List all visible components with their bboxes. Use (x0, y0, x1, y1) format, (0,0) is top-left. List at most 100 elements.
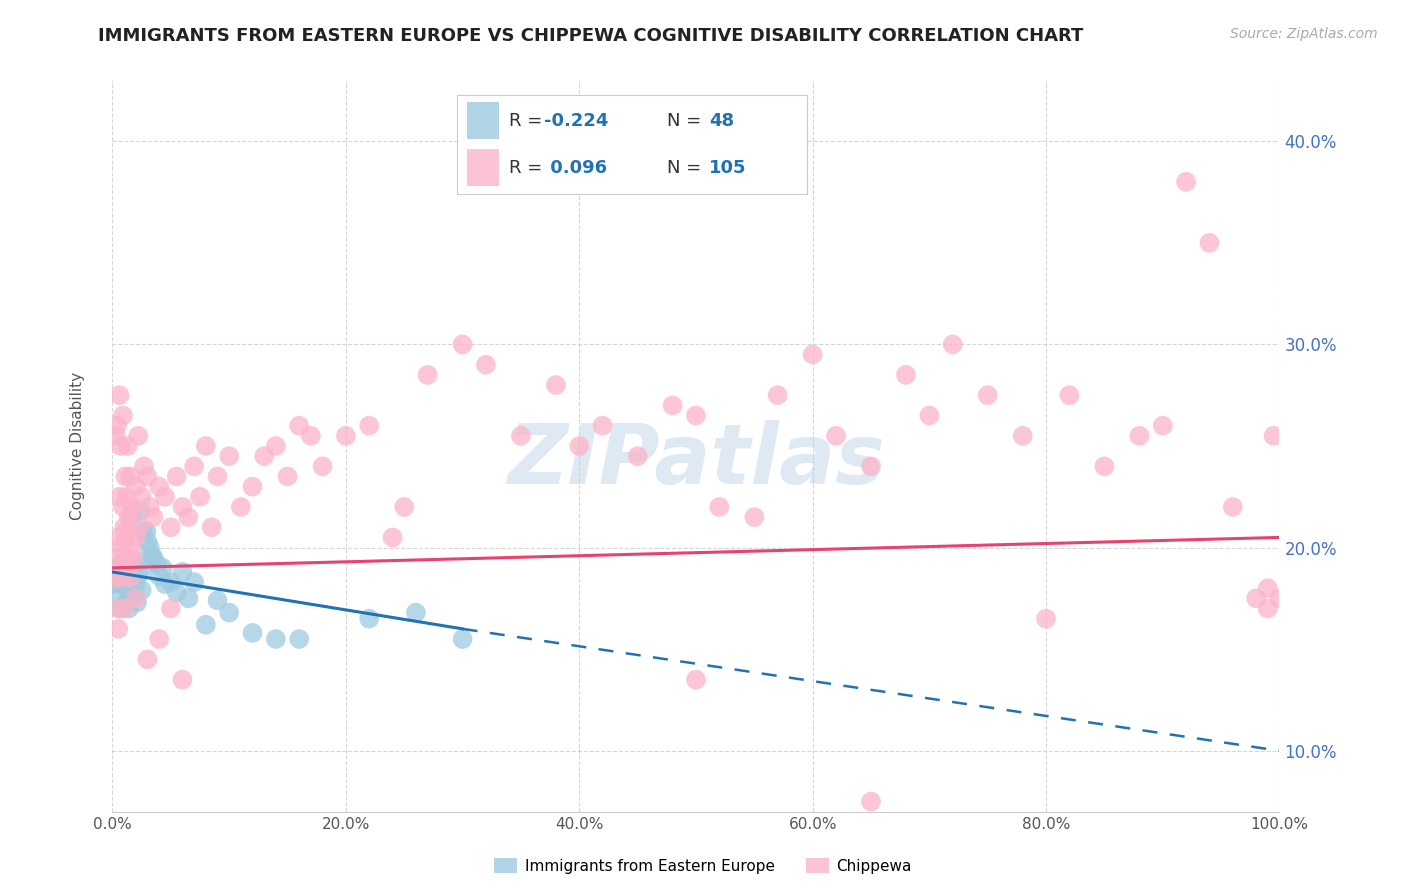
Point (160, 520, 183, 534)
Point (118, 601, 141, 615)
Point (194, 439, 217, 453)
Point (1011, 429, 1033, 443)
Point (107, 601, 129, 615)
Point (104, 571, 127, 585)
Point (142, 510, 165, 524)
Text: Source: ZipAtlas.com: Source: ZipAtlas.com (1230, 27, 1378, 41)
Point (114, 561, 136, 575)
Point (136, 534, 159, 549)
Point (894, 368, 917, 382)
Point (825, 429, 848, 443)
Point (139, 541, 162, 555)
Point (131, 583, 153, 598)
Point (160, 601, 183, 615)
Point (218, 449, 240, 463)
Point (110, 439, 132, 453)
Point (801, 348, 824, 362)
Point (129, 504, 152, 518)
Point (112, 550, 135, 565)
Point (177, 510, 200, 524)
Point (685, 673, 707, 687)
Point (381, 530, 404, 544)
Point (183, 575, 205, 590)
Point (405, 606, 427, 620)
Point (416, 368, 439, 382)
Point (139, 500, 162, 514)
Point (132, 459, 155, 474)
Point (172, 565, 194, 579)
Point (166, 585, 188, 599)
Point (148, 480, 170, 494)
Point (942, 337, 965, 351)
Point (1268, 591, 1291, 606)
Point (1257, 601, 1279, 615)
Point (744, 510, 766, 524)
Point (166, 469, 188, 483)
Point (111, 541, 134, 555)
Point (110, 601, 132, 615)
Point (218, 606, 240, 620)
Point (194, 617, 217, 632)
Point (104, 429, 127, 443)
Point (120, 504, 142, 518)
Point (118, 571, 141, 585)
Point (627, 449, 650, 463)
Point (104, 577, 127, 591)
Point (288, 632, 311, 646)
Point (359, 418, 381, 433)
Point (153, 577, 176, 591)
Point (451, 337, 474, 351)
Point (110, 571, 132, 585)
Point (108, 490, 131, 504)
Point (105, 591, 128, 606)
Point (125, 591, 148, 606)
Point (1128, 429, 1150, 443)
Point (475, 358, 498, 372)
Point (105, 550, 128, 565)
Point (335, 429, 357, 443)
Point (111, 409, 134, 423)
Point (311, 459, 333, 474)
Point (1035, 814, 1057, 829)
Point (104, 565, 127, 579)
Text: Cognitive Disability: Cognitive Disability (70, 372, 84, 520)
Point (114, 469, 136, 483)
Point (125, 480, 148, 494)
Text: IMMIGRANTS FROM EASTERN EUROPE VS CHIPPEWA COGNITIVE DISABILITY CORRELATION CHAR: IMMIGRANTS FROM EASTERN EUROPE VS CHIPPE… (98, 27, 1084, 45)
Point (860, 795, 883, 809)
Point (188, 490, 211, 504)
Point (112, 598, 135, 612)
Point (160, 575, 183, 590)
Point (568, 439, 591, 453)
Point (709, 500, 731, 514)
Point (544, 378, 567, 392)
Point (118, 469, 141, 483)
Point (107, 530, 129, 544)
Point (685, 409, 707, 423)
Point (115, 490, 138, 504)
Point (108, 388, 131, 402)
Point (128, 520, 150, 534)
Point (117, 439, 139, 453)
Point (1198, 235, 1220, 250)
Point (142, 550, 165, 565)
Point (1059, 388, 1081, 402)
Point (976, 388, 998, 402)
Point (152, 561, 174, 575)
Point (1175, 175, 1198, 189)
Point (125, 595, 148, 609)
Point (264, 439, 287, 453)
Point (207, 469, 229, 483)
Point (111, 569, 134, 583)
Point (107, 561, 129, 575)
Text: ZIPatlas: ZIPatlas (508, 420, 884, 501)
Point (125, 530, 148, 544)
Point (118, 541, 141, 555)
Point (118, 510, 141, 524)
Point (172, 500, 194, 514)
Point (120, 510, 142, 524)
Legend: Immigrants from Eastern Europe, Chippewa: Immigrants from Eastern Europe, Chippewa (488, 852, 918, 880)
Point (115, 524, 138, 539)
Point (132, 524, 155, 539)
Point (114, 530, 136, 544)
